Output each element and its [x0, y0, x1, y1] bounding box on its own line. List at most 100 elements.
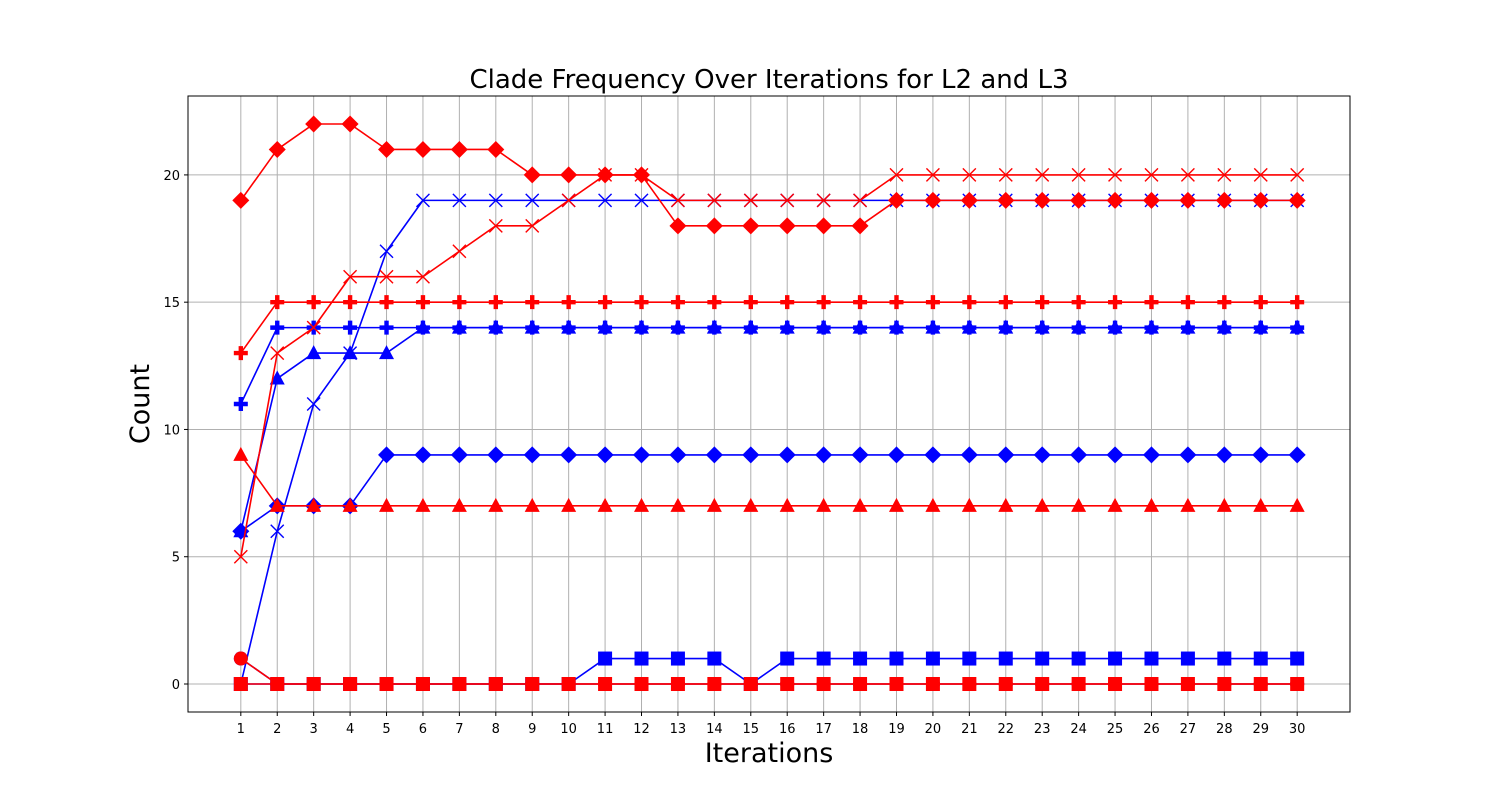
x-tick-label: 2 [273, 722, 281, 737]
data-point [998, 651, 1013, 666]
data-point [451, 319, 467, 334]
data-point [379, 269, 394, 284]
data-point [925, 497, 941, 512]
data-point [707, 295, 722, 310]
data-point [1217, 651, 1232, 666]
data-point [889, 295, 904, 310]
data-point [853, 295, 868, 310]
y-tick-label: 15 [163, 296, 180, 311]
x-tick-label: 21 [961, 722, 978, 737]
data-point [1143, 319, 1159, 334]
data-point [487, 446, 505, 464]
data-point [1180, 651, 1195, 666]
series-line [240, 454, 1298, 507]
x-tick-label: 10 [560, 722, 577, 737]
data-point [1215, 191, 1233, 209]
data-point [379, 677, 394, 691]
data-point [1179, 191, 1197, 209]
data-point [816, 651, 831, 666]
data-point [1253, 167, 1268, 182]
data-point [1290, 651, 1305, 666]
data-point [488, 295, 503, 310]
data-point [888, 319, 904, 334]
data-point [852, 319, 868, 334]
data-point [343, 295, 358, 310]
data-point [707, 651, 722, 666]
data-point [815, 217, 833, 235]
data-point [523, 446, 541, 464]
data-point [343, 320, 358, 335]
x-tick-label: 26 [1143, 722, 1160, 737]
data-point [779, 319, 795, 334]
data-point [415, 269, 430, 284]
data-point [561, 193, 576, 208]
y-axis-ticks: 0 5 10 15 20 [163, 169, 188, 693]
x-tick-label: 29 [1252, 722, 1269, 737]
data-point [597, 319, 613, 334]
data-point [1217, 677, 1232, 691]
data-point [524, 319, 540, 334]
data-point [597, 497, 613, 512]
data-point [233, 651, 248, 666]
data-point [1144, 677, 1159, 691]
data-point [488, 193, 503, 208]
data-point [706, 319, 722, 334]
data-point [1034, 319, 1050, 334]
data-point [1070, 191, 1088, 209]
data-point [1180, 497, 1196, 512]
data-point [306, 397, 321, 411]
data-point [997, 446, 1015, 464]
series-red-diamond [232, 115, 1306, 235]
data-point [561, 497, 577, 512]
data-point [887, 191, 905, 209]
data-point [487, 140, 505, 158]
data-point [523, 166, 541, 184]
data-point [670, 193, 685, 208]
x-tick-label: 17 [815, 722, 832, 737]
data-point [998, 295, 1013, 310]
data-point [1142, 191, 1160, 209]
data-point [816, 319, 832, 334]
data-point [960, 446, 978, 464]
data-point [415, 677, 430, 691]
data-point [452, 295, 467, 310]
data-point [1144, 295, 1159, 310]
data-point [233, 346, 248, 361]
data-point [1215, 446, 1233, 464]
data-point [742, 446, 760, 464]
data-point [669, 446, 687, 464]
x-tick-label: 7 [455, 722, 463, 737]
data-point [450, 446, 468, 464]
data-point [415, 193, 430, 208]
plot-area [232, 115, 1306, 691]
data-point [378, 140, 396, 158]
data-point [1033, 446, 1051, 464]
data-point [925, 295, 940, 310]
data-point [743, 319, 759, 334]
data-point [851, 446, 869, 464]
data-point [925, 677, 940, 691]
data-point [379, 320, 394, 335]
data-point [705, 446, 723, 464]
data-point [598, 295, 613, 310]
data-point [1252, 446, 1270, 464]
data-point [1253, 497, 1269, 512]
data-point [634, 295, 649, 310]
data-point [925, 651, 940, 666]
data-point [232, 191, 250, 209]
data-point [962, 167, 977, 182]
data-point [889, 651, 904, 666]
data-point [1290, 167, 1305, 182]
data-point [1108, 651, 1123, 666]
data-point [343, 269, 358, 284]
data-point [342, 345, 358, 360]
data-point [998, 497, 1014, 512]
data-point [1071, 497, 1087, 512]
data-point [1035, 295, 1050, 310]
data-point [561, 677, 576, 691]
data-point [450, 140, 468, 158]
data-point [306, 677, 321, 691]
data-point [1071, 677, 1086, 691]
x-tick-label: 23 [1034, 722, 1051, 737]
